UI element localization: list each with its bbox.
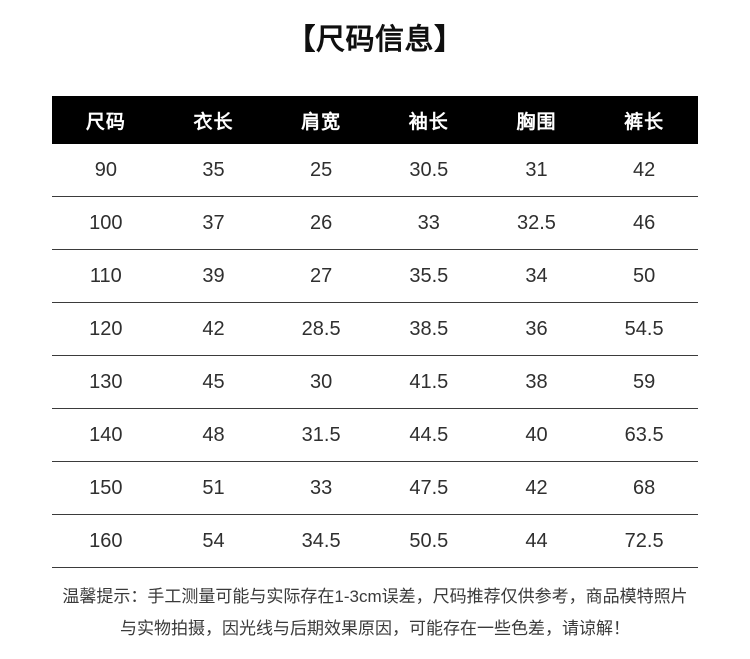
table-row: 120 42 28.5 38.5 36 54.5: [52, 302, 698, 356]
table-cell: 48: [159, 408, 268, 462]
page-title: 【尺码信息】: [286, 24, 464, 56]
header-cell-garment-length: 衣长: [159, 96, 268, 144]
table-cell: 26: [267, 196, 375, 250]
table-cell: 36: [482, 302, 591, 356]
table-cell: 90: [52, 144, 160, 197]
table-cell: 25: [267, 144, 375, 197]
table-cell: 72.5: [590, 514, 698, 568]
table-cell: 44: [482, 514, 591, 568]
table-cell: 160: [52, 514, 160, 568]
table-row: 140 48 31.5 44.5 40 63.5: [52, 408, 698, 462]
table-cell: 42: [159, 302, 268, 356]
table-cell: 63.5: [590, 408, 698, 462]
table-cell: 35: [159, 144, 268, 197]
notice-line-2: 与实物拍摄，因光线与后期效果原因，可能存在一些色差，请谅解！: [120, 619, 630, 638]
table-row: 130 45 30 41.5 38 59: [52, 355, 698, 409]
table-cell: 39: [159, 249, 268, 303]
table-cell: 51: [159, 461, 268, 515]
table-cell: 130: [52, 355, 160, 409]
table-cell: 50: [590, 249, 698, 303]
header-cell-pants-length: 裤长: [590, 96, 698, 144]
header-cell-chest: 胸围: [482, 96, 591, 144]
table-cell: 42: [590, 144, 698, 197]
table-cell: 30: [267, 355, 375, 409]
table-cell: 59: [590, 355, 698, 409]
table-cell: 41.5: [374, 355, 483, 409]
table-row: 110 39 27 35.5 34 50: [52, 249, 698, 303]
table-cell: 45: [159, 355, 268, 409]
table-cell: 30.5: [374, 144, 483, 197]
table-cell: 54.5: [590, 302, 698, 356]
table-cell: 31.5: [267, 408, 375, 462]
table-cell: 35.5: [374, 249, 483, 303]
table-cell: 47.5: [374, 461, 483, 515]
table-cell: 54: [159, 514, 268, 568]
notice-line-1: 温馨提示：手工测量可能与实际存在1-3cm误差，尺码推荐仅供参考，商品模特照片: [62, 587, 688, 606]
table-cell: 31: [482, 144, 591, 197]
table-cell: 44.5: [374, 408, 483, 462]
header-row: 尺码 衣长 肩宽 袖长 胸围 裤长: [52, 96, 698, 144]
header-cell-shoulder-width: 肩宽: [267, 96, 375, 144]
table-cell: 37: [159, 196, 268, 250]
table-cell: 68: [590, 461, 698, 515]
table-row: 160 54 34.5 50.5 44 72.5: [52, 514, 698, 568]
table-row: 150 51 33 47.5 42 68: [52, 461, 698, 515]
table-cell: 46: [590, 196, 698, 250]
table-row: 100 37 26 33 32.5 46: [52, 196, 698, 250]
table-cell: 42: [482, 461, 591, 515]
table-cell: 32.5: [482, 196, 591, 250]
table-cell: 150: [52, 461, 160, 515]
table-cell: 34: [482, 249, 591, 303]
table-cell: 50.5: [374, 514, 483, 568]
table-cell: 110: [52, 249, 160, 303]
table-cell: 40: [482, 408, 591, 462]
size-chart-table: 尺码 衣长 肩宽 袖长 胸围 裤长 90 35 25 30.5 31 42 100 37 26 3…: [52, 96, 698, 568]
notice-text: 温馨提示：手工测量可能与实际存在1-3cm误差，尺码推荐仅供参考，商品模特照片 …: [0, 581, 750, 645]
table-cell: 140: [52, 408, 160, 462]
table-cell: 28.5: [267, 302, 375, 356]
table-cell: 27: [267, 249, 375, 303]
table-cell: 33: [267, 461, 375, 515]
table-cell: 38.5: [374, 302, 483, 356]
table-cell: 120: [52, 302, 160, 356]
table-cell: 33: [374, 196, 483, 250]
table-cell: 100: [52, 196, 160, 250]
table-cell: 34.5: [267, 514, 375, 568]
header-cell-sleeve-length: 袖长: [374, 96, 483, 144]
table-row: 90 35 25 30.5 31 42: [52, 144, 698, 197]
header-cell-size: 尺码: [52, 96, 160, 144]
size-table-body: 90 35 25 30.5 31 42 100 37 26 33 32.5 46 110 39 27 35.5…: [52, 144, 698, 568]
size-table-header: 尺码 衣长 肩宽 袖长 胸围 裤长: [52, 96, 698, 144]
table-cell: 38: [482, 355, 591, 409]
